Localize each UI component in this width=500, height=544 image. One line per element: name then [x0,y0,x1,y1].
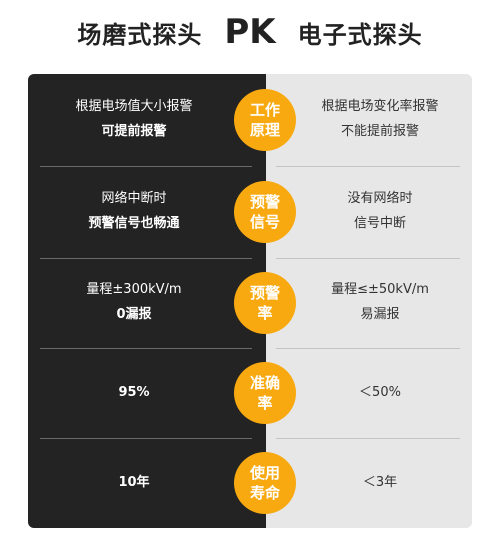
row-1-left-line-2: 可提前报警 [101,124,167,139]
row-divider [276,258,460,259]
row-3-badge: 预警 率 [234,272,296,334]
row-2-badge-line-1: 预警 [249,192,280,211]
row-2-left-line-1: 网络中断时 [101,191,167,207]
row-2-right: 没有网络时 信号中断 [288,166,472,258]
row-2-right-line-2: 信号中断 [353,216,406,231]
row-5-badge: 使用 寿命 [234,452,296,514]
row-3-right-line-1: 量程≤±50kV/m [331,282,429,298]
title-vs: PK [224,12,276,52]
row-4-left: 95% [28,348,240,438]
row-3-right: 量程≤±50kV/m 易漏报 [288,258,472,348]
row-1-left: 根据电场值大小报警 可提前报警 [28,74,240,166]
row-3-right-line-2: 易漏报 [360,307,400,322]
row-1-right: 根据电场变化率报警 不能提前报警 [288,74,472,166]
comparison-title: 场磨式探头 PK 电子式探头 [0,10,500,54]
title-right: 电子式探头 [297,20,423,49]
row-divider [40,438,252,439]
row-1-badge-line-1: 工作 [249,100,280,119]
row-4-right: ＜50% [288,348,472,438]
row-3-left-line-2: 0漏报 [116,307,152,322]
row-4-badge: 准确 率 [234,362,296,424]
row-1-right-line-1: 根据电场变化率报警 [321,99,439,115]
row-4-left-value: 95% [118,384,150,400]
row-4-badge-line-1: 准确 [249,373,280,392]
row-divider [40,348,252,349]
row-3-badge-line-2: 率 [257,304,273,322]
title-left: 场磨式探头 [77,20,203,49]
row-2-right-line-1: 没有网络时 [347,191,413,207]
row-2-badge: 预警 信号 [234,181,296,243]
row-3-badge-line-1: 预警 [249,283,280,302]
row-5-badge-line-1: 使用 [249,463,280,482]
row-5-right: ＜3年 [288,438,472,528]
row-1-badge-line-2: 原理 [249,121,280,139]
row-1-left-line-1: 根据电场值大小报警 [75,99,193,115]
left-panel [28,74,266,528]
row-3-left: 量程±300kV/m 0漏报 [28,258,240,348]
row-5-badge-line-2: 寿命 [249,484,280,502]
row-2-left: 网络中断时 预警信号也畅通 [28,166,240,258]
row-4-badge-line-2: 率 [257,394,273,412]
row-5-left: 10年 [28,438,240,528]
row-divider [276,438,460,439]
row-1-right-line-2: 不能提前报警 [340,124,419,139]
row-5-left-value: 10年 [118,474,150,490]
row-1-badge: 工作 原理 [234,89,296,151]
row-5-right-value: ＜3年 [362,474,398,490]
row-2-left-line-2: 预警信号也畅通 [88,216,180,231]
row-divider [276,348,460,349]
row-3-left-line-1: 量程±300kV/m [86,282,182,298]
row-2-badge-line-2: 信号 [249,213,280,231]
row-4-right-value: ＜50% [359,384,401,400]
right-panel [266,74,472,528]
row-divider [276,166,460,167]
row-divider [40,258,252,259]
row-divider [40,166,252,167]
